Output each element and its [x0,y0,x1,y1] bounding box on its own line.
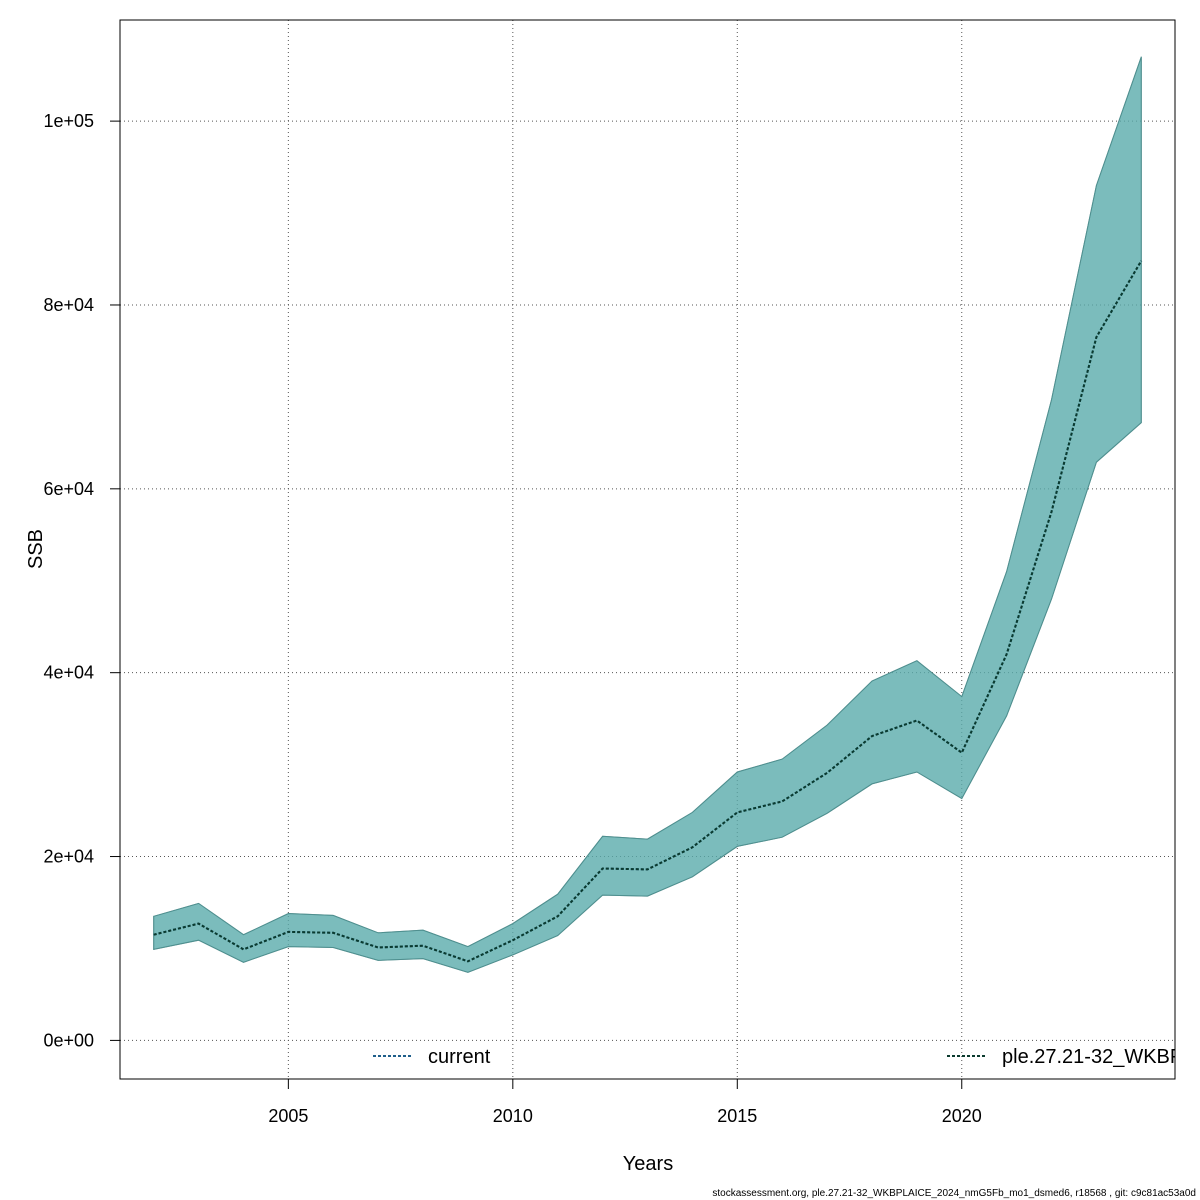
y-axis-title: SSB [25,529,47,569]
y-tick-label: 0e+00 [43,1030,94,1050]
y-tick-label: 6e+04 [43,479,94,499]
series-line-1 [153,260,1143,963]
y-tick-label: 8e+04 [43,295,94,315]
x-tick-label: 2020 [942,1106,982,1126]
legend-label-run: ple.27.21-32_WKBPLAICE_2024_nmG5Fb_mo1_d… [1002,1046,1200,1068]
confidence-band-0 [153,56,1142,973]
legend: current ple.27.21-32_WKBPLAICE_2024_nmG5… [373,1046,1200,1068]
x-axis-title: Years [623,1153,673,1175]
y-axis: 0e+00 2e+04 4e+04 6e+04 8e+04 1e+05 [43,111,120,1050]
y-tick-label: 1e+05 [43,111,94,131]
series-lines [153,260,1143,963]
y-tick-label: 4e+04 [43,663,94,683]
x-tick-label: 2015 [717,1106,757,1126]
footer-note: stockassessment.org, ple.27.21-32_WKBPLA… [712,1188,1196,1199]
confidence-bands [153,56,1142,973]
y-tick-label: 2e+04 [43,847,94,867]
grid [120,20,1175,1079]
x-tick-label: 2005 [268,1106,308,1126]
confidence-band-1 [153,56,1142,973]
plot-frame [119,19,1176,1080]
legend-label-current: current [428,1046,491,1068]
x-axis: 2005 2010 2015 2020 [268,1079,982,1126]
x-tick-label: 2010 [493,1106,533,1126]
